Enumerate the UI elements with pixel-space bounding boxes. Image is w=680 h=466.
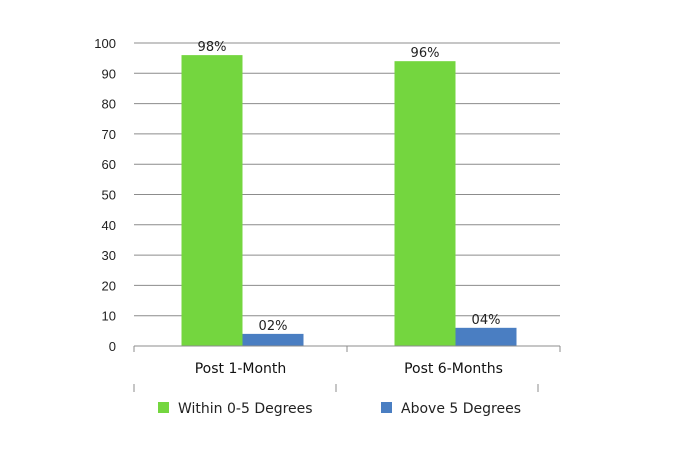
y-tick-label: 20 xyxy=(102,278,116,293)
bar xyxy=(181,55,243,347)
y-tick-label: 70 xyxy=(102,127,116,142)
data-label: 96% xyxy=(411,46,440,61)
bar xyxy=(242,333,304,346)
y-tick-label: 50 xyxy=(102,188,116,203)
legend: Within 0-5 Degrees Above 5 Degrees xyxy=(133,384,539,417)
y-tick-label: 80 xyxy=(102,97,116,112)
legend-label: Within 0-5 Degrees xyxy=(178,401,313,417)
bars xyxy=(181,55,517,347)
x-axis: Post 1-Month Post 6-Months xyxy=(133,345,561,377)
y-tick-label: 30 xyxy=(102,248,116,263)
data-label: 02% xyxy=(259,319,288,334)
bar xyxy=(455,327,517,346)
x-category-label: Post 6-Months xyxy=(404,361,503,377)
legend-swatch xyxy=(158,402,169,413)
x-category-label: Post 1-Month xyxy=(195,361,287,377)
y-tick-label: 100 xyxy=(94,36,116,51)
legend-swatch xyxy=(381,402,392,413)
y-tick-label: 40 xyxy=(102,218,116,233)
y-tick-label: 90 xyxy=(102,66,116,81)
value-labels: 98% 02% 96% 04% xyxy=(198,40,501,334)
bar xyxy=(394,61,456,347)
y-tick-label: 10 xyxy=(102,309,116,324)
data-label: 04% xyxy=(472,313,501,328)
data-label: 98% xyxy=(198,40,227,55)
y-tick-label: 0 xyxy=(109,339,116,354)
y-tick-label: 60 xyxy=(102,157,116,172)
legend-label: Above 5 Degrees xyxy=(401,401,521,417)
y-axis-ticks: 0 10 20 30 40 50 60 70 80 90 100 xyxy=(94,36,116,354)
